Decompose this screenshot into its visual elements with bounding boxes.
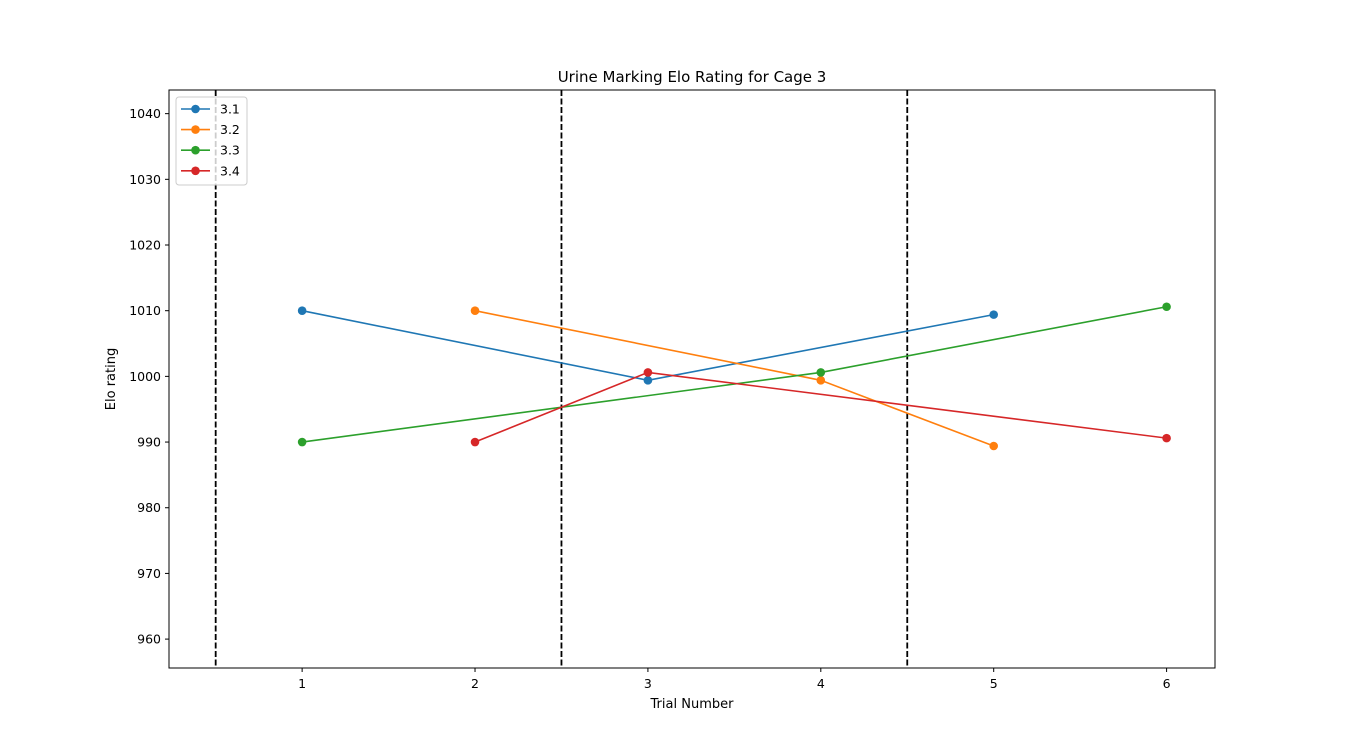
legend-entry: 3.4 (181, 163, 240, 178)
y-tick-label: 1010 (129, 303, 161, 318)
data-point (643, 376, 653, 385)
legend-label: 3.1 (220, 102, 240, 117)
y-tick-label: 980 (137, 500, 161, 515)
x-tick-label: 6 (1163, 676, 1171, 691)
trial-divider-lines (214, 90, 909, 668)
series-3-4 (470, 368, 1171, 447)
legend-label: 3.3 (220, 143, 240, 158)
x-tick-label: 1 (298, 676, 306, 691)
data-point (643, 368, 653, 377)
y-tick-label: 960 (137, 632, 161, 647)
data-point (816, 368, 826, 377)
plot-frame (168, 89, 1216, 669)
legend-marker (191, 125, 200, 134)
x-axis-label: Trial Number (650, 697, 735, 712)
y-axis-ticks: 960 970 980 990 1000 1010 1020 1030 1040 (129, 106, 169, 647)
data-point (297, 306, 307, 315)
x-tick-label: 3 (644, 676, 652, 691)
y-axis-label: Elo rating (104, 348, 119, 410)
data-point (1162, 302, 1171, 312)
y-tick-label: 970 (137, 566, 161, 581)
x-tick-label: 5 (990, 676, 998, 691)
y-tick-label: 1030 (129, 172, 161, 187)
legend-items: 3.1 3.2 3.3 3.4 (181, 102, 240, 178)
data-point (470, 306, 480, 315)
legend-box (175, 96, 248, 186)
chart-title: Urine Marking Elo Rating for Cage 3 (558, 68, 827, 86)
y-tick-label: 1020 (129, 238, 161, 253)
legend-marker (191, 166, 200, 176)
data-point (470, 437, 480, 447)
data-point (816, 376, 826, 385)
y-tick-label: 1000 (129, 369, 161, 384)
x-tick-label: 2 (471, 676, 479, 691)
series-layer (297, 302, 1171, 451)
legend-label: 3.4 (220, 163, 240, 178)
legend-entry: 3.1 (181, 102, 240, 117)
data-point (1162, 433, 1171, 443)
x-tick-label: 4 (817, 676, 825, 691)
legend-marker (191, 104, 200, 114)
y-tick-label: 990 (137, 435, 161, 450)
legend-marker (191, 145, 200, 155)
series-3-2 (470, 306, 998, 451)
series-3-1 (297, 306, 998, 385)
series-3-3 (297, 302, 1171, 447)
legend-entry: 3.3 (181, 143, 240, 158)
data-point (989, 310, 998, 319)
legend-label: 3.2 (220, 122, 240, 137)
data-point (989, 441, 998, 451)
legend-entry: 3.2 (181, 122, 240, 137)
y-tick-label: 1040 (129, 106, 161, 121)
legend: 3.1 3.2 3.3 3.4 (175, 96, 248, 186)
data-point (297, 437, 307, 447)
x-axis-ticks: 1 2 3 4 5 6 (298, 668, 1171, 691)
